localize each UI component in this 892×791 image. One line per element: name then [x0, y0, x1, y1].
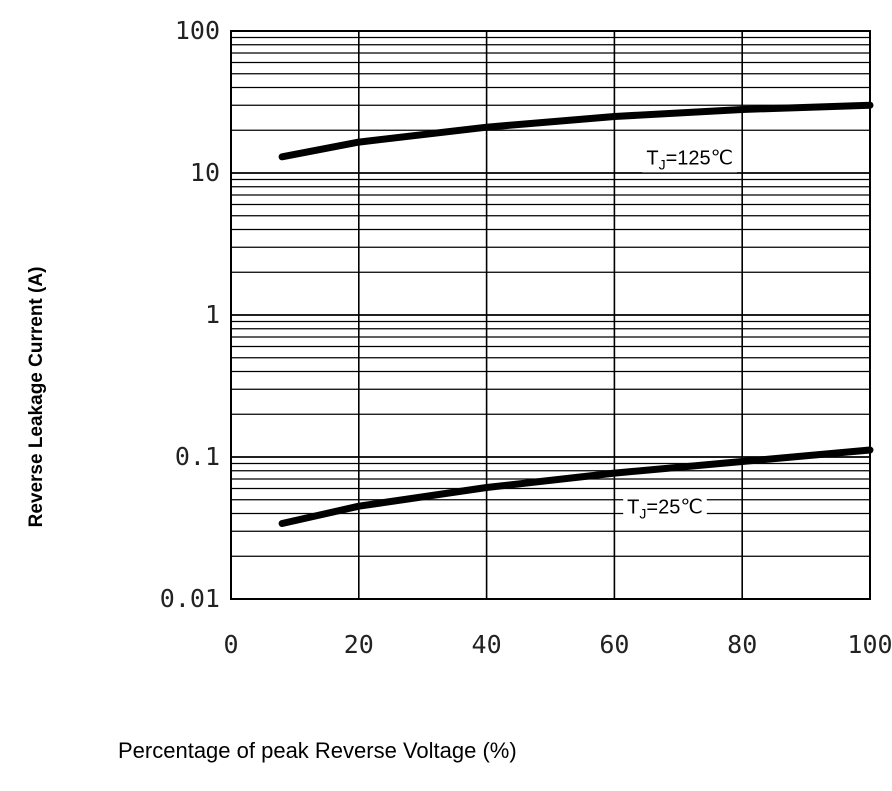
y-tick-label: 0.01 [160, 584, 220, 613]
data-point [612, 114, 616, 118]
y-tick-label: 10 [190, 158, 220, 187]
curve-labels: TJ=125℃ TJ=25℃ [623, 144, 738, 522]
series-label-2: TJ=25℃ [627, 497, 703, 522]
y-tick-label: 100 [175, 16, 220, 45]
plot-frame [230, 30, 871, 600]
data-point [740, 459, 744, 463]
curve-label-background [623, 493, 707, 522]
y-tick-label: 1 [205, 300, 220, 329]
y-tick-label: 0.1 [175, 442, 220, 471]
series-line-1 [278, 101, 874, 161]
x-tick-label: 40 [472, 630, 502, 659]
x-axis-title: Percentage of peak Reverse Voltage (%) [118, 738, 517, 763]
data-point [740, 108, 744, 112]
series-label-1: TJ=125℃ [646, 147, 733, 172]
data-point [357, 504, 361, 508]
data-point [485, 485, 489, 489]
tick-labels: 0 20 40 60 80 100 100 10 1 0.1 0.01 [160, 16, 892, 659]
data-point [280, 155, 284, 159]
x-tick-label: 80 [727, 630, 757, 659]
x-tick-label: 0 [223, 630, 238, 659]
x-tick-label: 20 [344, 630, 374, 659]
x-tick-label: 60 [599, 630, 629, 659]
data-point [357, 140, 361, 144]
x-tick-label: 100 [847, 630, 892, 659]
grid [231, 31, 870, 599]
y-axis-title: Reverse Leakage Current (A) [26, 267, 47, 528]
curve-label-background [642, 144, 738, 173]
series-line-2 [278, 446, 874, 527]
data-point [485, 125, 489, 129]
data-point [280, 522, 284, 526]
data-point [612, 471, 616, 475]
